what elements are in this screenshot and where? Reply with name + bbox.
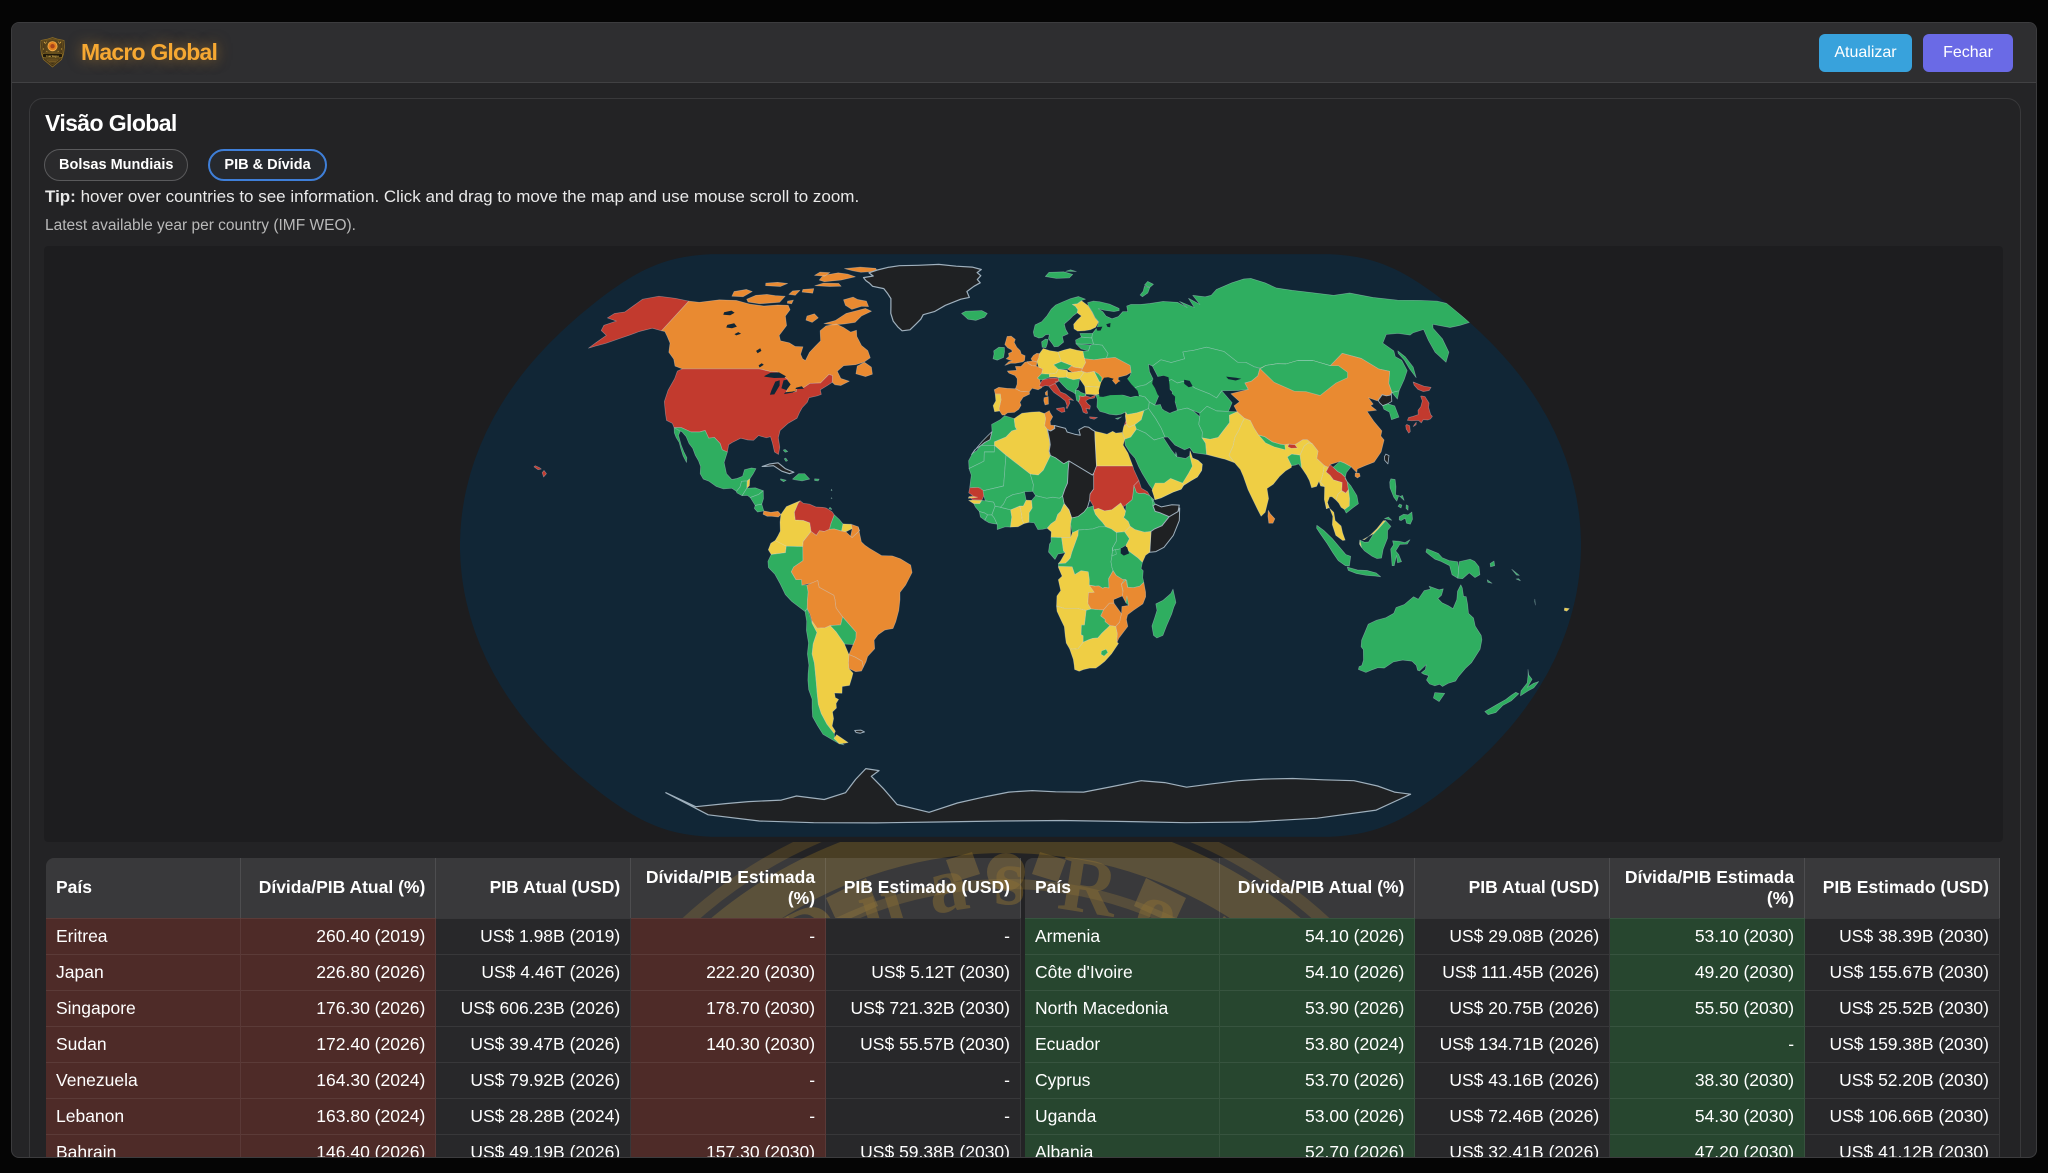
svg-text:Garimpo: Garimpo: [46, 54, 59, 58]
